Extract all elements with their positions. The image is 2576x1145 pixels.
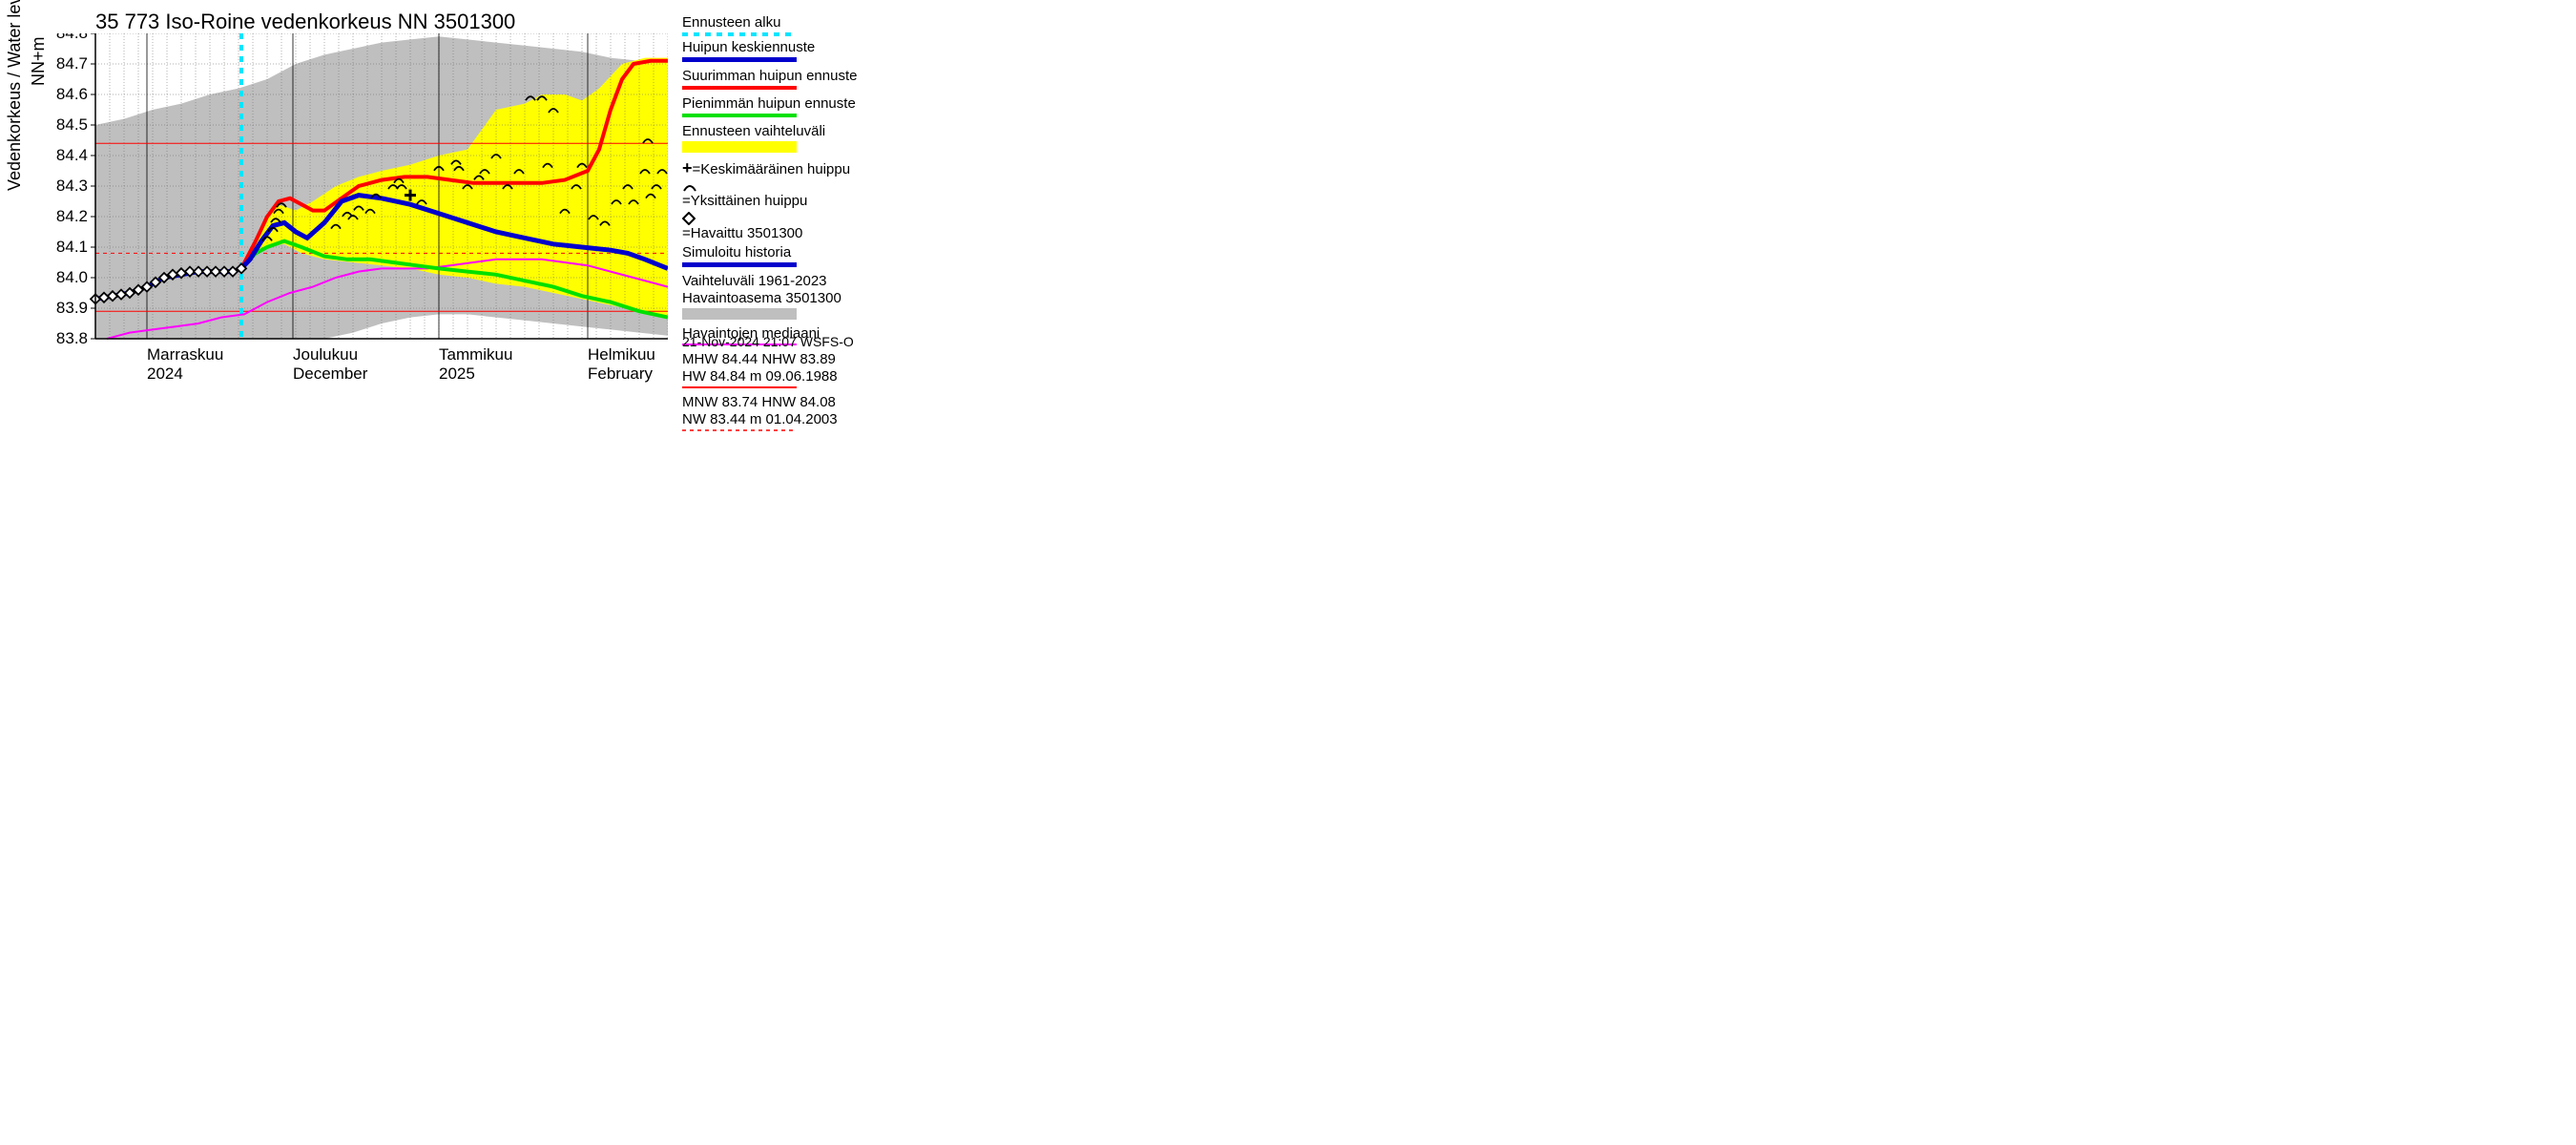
- svg-text:83.9: 83.9: [56, 299, 88, 317]
- svg-text:Helmikuu: Helmikuu: [588, 345, 655, 364]
- legend-item: MHW 84.44 NHW 83.89HW 84.84 m 09.06.1988: [682, 351, 892, 388]
- svg-text:Joulukuu: Joulukuu: [293, 345, 358, 364]
- svg-text:84.4: 84.4: [56, 146, 88, 164]
- legend-item: =Yksittäinen huippu: [682, 181, 892, 210]
- svg-text:Marraskuu: Marraskuu: [147, 345, 223, 364]
- plot-area: 83.883.984.084.184.284.384.484.584.684.7…: [38, 33, 611, 339]
- svg-text:84.5: 84.5: [56, 115, 88, 134]
- chart-svg: 83.8 83.9 84.0 84.1 84.2 84.3 84.4 84.5 84.6 84.7…: [38, 33, 668, 396]
- footer-timestamp: 21-Nov-2024 21:07 WSFS-O: [682, 334, 854, 349]
- svg-text:December: December: [293, 364, 368, 383]
- svg-text:February: February: [588, 364, 654, 383]
- chart-container: 35 773 Iso-Roine vedenkorkeus NN 3501300…: [0, 0, 1431, 636]
- legend-item: Ennusteen alku: [682, 14, 892, 37]
- legend-item: +=Keskimääräinen huippu: [682, 158, 892, 179]
- svg-text:84.3: 84.3: [56, 177, 88, 195]
- y-axis-label: Vedenkorkeus / Water level: [5, 0, 25, 191]
- chart-title: 35 773 Iso-Roine vedenkorkeus NN 3501300: [95, 10, 515, 34]
- svg-text:84.7: 84.7: [56, 54, 88, 73]
- legend-item: Suurimman huipun ennuste: [682, 68, 892, 90]
- svg-text:2025: 2025: [439, 364, 475, 383]
- legend-item: Huipun keskiennuste: [682, 39, 892, 62]
- legend-item: Vaihteluväli 1961-2023 Havaintoasema 350…: [682, 273, 892, 320]
- legend-item: Pienimmän huipun ennuste: [682, 95, 892, 117]
- svg-text:2024: 2024: [147, 364, 183, 383]
- svg-text:84.8: 84.8: [56, 33, 88, 42]
- legend-item: Ennusteen vaihteluväli: [682, 123, 892, 153]
- legend: Ennusteen alkuHuipun keskiennuste Suurimm…: [682, 14, 892, 434]
- svg-text:84.1: 84.1: [56, 238, 88, 256]
- svg-text:83.8: 83.8: [56, 329, 88, 347]
- legend-item: Simuloitu historia: [682, 244, 892, 267]
- legend-item: MNW 83.74 HNW 84.08NW 83.44 m 01.04.2003: [682, 394, 892, 432]
- legend-item: =Havaittu 3501300: [682, 212, 892, 242]
- svg-text:84.6: 84.6: [56, 85, 88, 103]
- svg-text:Tammikuu: Tammikuu: [439, 345, 512, 364]
- svg-text:84.0: 84.0: [56, 268, 88, 286]
- svg-text:84.2: 84.2: [56, 207, 88, 225]
